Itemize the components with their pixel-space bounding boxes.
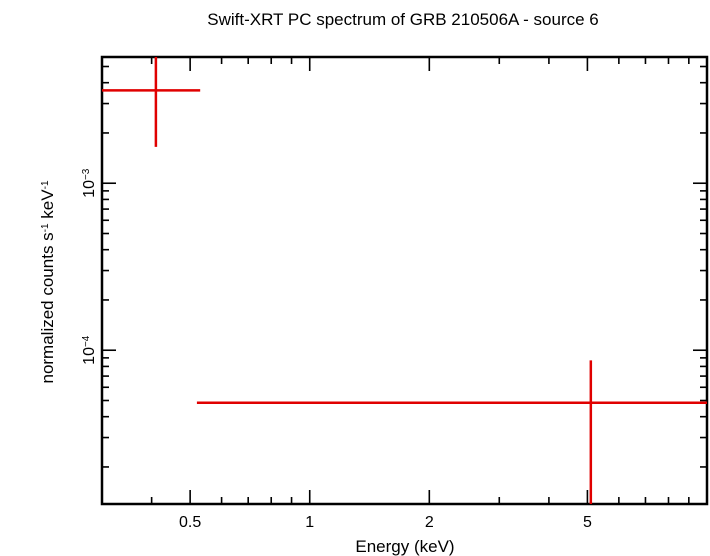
y-axis-label: normalized counts s-1 keV-1 [38, 180, 57, 383]
y-tick-label-base: 10 [81, 180, 98, 198]
x-axis-label: Energy (keV) [355, 537, 454, 556]
data-points [102, 57, 707, 504]
y-tick-label-exp: −3 [81, 168, 92, 180]
y-axis-label-sup-2: -1 [40, 180, 51, 189]
y-tick-label-exp: −4 [81, 335, 92, 347]
y-tick-label: 10−3 [81, 168, 99, 198]
x-tick-label: 1 [305, 514, 314, 531]
plot-frame [100, 55, 709, 506]
y-tick-label: 10−4 [81, 335, 99, 365]
y-axis-label-sup-1: -1 [40, 223, 51, 232]
data-point-2 [196, 360, 707, 504]
y-axis-label-mid: keV [38, 189, 57, 224]
data-point-1 [102, 57, 201, 147]
x-tick-label: 5 [583, 514, 592, 531]
y-tick-label-base: 10 [81, 347, 98, 365]
x-tick-label: 2 [425, 514, 434, 531]
chart-title: Swift-XRT PC spectrum of GRB 210506A - s… [207, 10, 598, 29]
x-tick-label: 0.5 [179, 514, 201, 531]
x-axis-ticks: 0.5 1 2 5 [101, 57, 708, 531]
y-axis-ticks: 10−310−4 [81, 65, 707, 468]
y-axis-label-main: normalized counts s [38, 232, 57, 383]
